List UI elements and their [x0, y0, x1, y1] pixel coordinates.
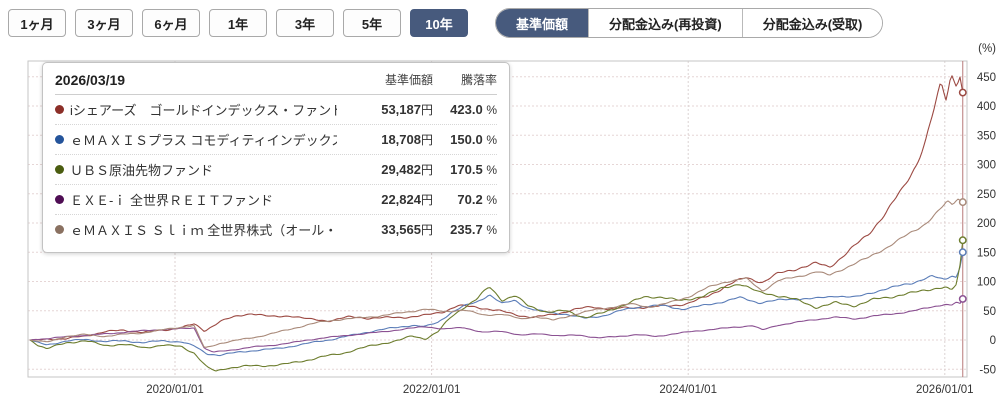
series-color-dot-icon: [55, 135, 64, 144]
tooltip-date: 2026/03/19: [55, 72, 126, 88]
tooltip-fund-row-world-equity: ｅＭＡＸＩＳ Ｓｌｉｍ 全世界株式（オール・カントリ... 33,565円 235.…: [55, 214, 497, 244]
series-endpoint-reit: [958, 294, 967, 303]
series-endpoint-commodity: [958, 248, 967, 257]
y-tick-label: 0: [990, 335, 996, 347]
mode-tab-dist-received[interactable]: 分配金込み(受取): [741, 9, 883, 37]
period-button-1y[interactable]: 1年: [209, 9, 267, 37]
plot-border: [27, 60, 968, 378]
fund-price: 29,482円: [381, 162, 433, 177]
series-endpoint-oil: [958, 236, 967, 245]
tooltip-fund-row-commodity: ｅＭＡＸＩＳプラス コモディティインデックス 18,708円 150.0 %: [55, 124, 497, 154]
series-color-dot-icon: [55, 105, 64, 114]
fund-price: 53,187円: [381, 102, 433, 117]
fund-name: ｅＭＡＸＩＳ Ｓｌｉｍ 全世界株式（オール・カントリ...: [70, 223, 337, 238]
tooltip-fund-row-reit: ＥＸＥ-ｉ 全世界ＲＥＩＴファンド 22,824円 70.2 %: [55, 184, 497, 214]
tooltip-fund-row-gold: iシェアーズ ゴールドインデックス・ファンド（為替ヘ... 53,187円 423.…: [55, 95, 497, 124]
series-endpoint-world-equity: [958, 198, 967, 207]
tooltip-rows: iシェアーズ ゴールドインデックス・ファンド（為替ヘ... 53,187円 423.…: [55, 95, 497, 244]
fund-name: iシェアーズ ゴールドインデックス・ファンド（為替ヘ...: [70, 103, 337, 118]
x-tick-label: 2022/01/01: [403, 384, 461, 396]
fund-change-percent: 170.5 %: [450, 162, 497, 177]
period-button-1m[interactable]: 1ヶ月: [8, 9, 66, 37]
y-tick-label: 100: [977, 277, 996, 289]
y-tick-label: -50: [979, 364, 996, 376]
fund-price: 33,565円: [381, 222, 433, 237]
y-tick-label: 300: [977, 160, 996, 172]
fund-change-percent: 70.2 %: [457, 192, 497, 207]
y-tick-label: 250: [977, 189, 996, 201]
y-tick-label: 400: [977, 101, 996, 113]
y-axis-unit-label: (%): [978, 43, 996, 55]
fund-change-percent: 423.0 %: [450, 102, 497, 117]
series-line-reit: [29, 298, 964, 353]
y-tick-label: 50: [983, 306, 996, 318]
tooltip-fund-row-oil: ＵＢＳ原油先物ファンド 29,482円 170.5 %: [55, 154, 497, 184]
fund-change-percent: 235.7 %: [450, 222, 497, 237]
tooltip-col-price: 基準価額: [384, 73, 433, 87]
fund-price: 18,708円: [381, 132, 433, 147]
x-tick-label: 2020/01/01: [146, 384, 204, 396]
y-tick-label: 350: [977, 130, 996, 142]
series-color-dot-icon: [55, 165, 64, 174]
toolbar: 1ヶ月 3ヶ月 6ヶ月 1年 3年 5年 10年 基準価額 分配金込み(再投資)…: [0, 0, 1000, 40]
mode-tab-base-price[interactable]: 基準価額: [496, 9, 589, 37]
series-line-world-equity: [29, 198, 964, 348]
mode-tab-dist-reinvested[interactable]: 分配金込み(再投資): [588, 9, 742, 37]
series-line-oil: [29, 239, 964, 372]
period-button-3m[interactable]: 3ヶ月: [75, 9, 133, 37]
series-endpoint-gold: [958, 88, 967, 97]
fund-name: ｅＭＡＸＩＳプラス コモディティインデックス: [70, 133, 337, 148]
y-tick-label: 200: [977, 218, 996, 230]
period-button-5y[interactable]: 5年: [343, 9, 401, 37]
period-button-6m[interactable]: 6ヶ月: [142, 9, 200, 37]
x-tick-label: 2024/01/01: [659, 384, 717, 396]
fund-name: ＵＢＳ原油先物ファンド: [70, 163, 214, 178]
y-tick-label: 150: [977, 247, 996, 259]
chart-tooltip: 2026/03/19 基準価額 騰落率 iシェアーズ ゴールドインデックス・ファ…: [42, 62, 510, 253]
y-tick-label: 450: [977, 72, 996, 84]
series-color-dot-icon: [55, 225, 64, 234]
x-tick-label: 2026/01/01: [916, 384, 974, 396]
fund-name: ＥＸＥ-ｉ 全世界ＲＥＩＴファンド: [70, 193, 273, 208]
period-button-3y[interactable]: 3年: [276, 9, 334, 37]
fund-change-percent: 150.0 %: [450, 132, 497, 147]
period-button-10y[interactable]: 10年: [410, 9, 468, 37]
tooltip-col-change: 騰落率: [460, 73, 497, 87]
tooltip-header: 2026/03/19 基準価額 騰落率: [55, 71, 497, 95]
fund-price: 22,824円: [381, 192, 433, 207]
price-mode-switcher: 基準価額 分配金込み(再投資) 分配金込み(受取): [495, 8, 884, 38]
series-line-gold: [29, 75, 964, 341]
series-line-commodity: [29, 251, 964, 357]
series-color-dot-icon: [55, 195, 64, 204]
